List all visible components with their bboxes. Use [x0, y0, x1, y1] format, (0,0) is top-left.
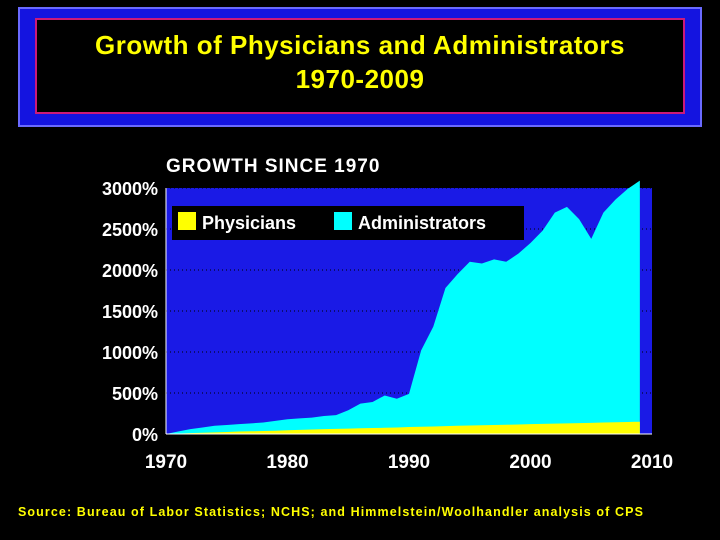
- title-frame: Growth of Physicians and Administrators …: [18, 7, 702, 127]
- series-area-administrators: [166, 180, 640, 434]
- y-tick-label: 0%: [132, 425, 158, 445]
- x-tick-label: 1980: [266, 452, 308, 473]
- y-tick-label: 2000%: [102, 261, 158, 281]
- x-tick-label: 2010: [631, 452, 673, 473]
- y-tick-label: 1500%: [102, 302, 158, 322]
- page-title: Growth of Physicians and Administrators: [95, 30, 625, 60]
- x-tick-label: 1990: [388, 452, 430, 473]
- y-tick-label: 2500%: [102, 220, 158, 240]
- legend-label-administrators: Administrators: [358, 213, 486, 233]
- legend-label-physicians: Physicians: [202, 213, 296, 233]
- chart-title: GROWTH SINCE 1970: [166, 156, 380, 177]
- source-note: Source: Bureau of Labor Statistics; NCHS…: [18, 505, 645, 519]
- x-tick-label: 2000: [509, 452, 551, 473]
- y-tick-label: 1000%: [102, 343, 158, 363]
- legend-swatch-physicians: [178, 212, 196, 230]
- y-tick-label: 3000%: [102, 179, 158, 199]
- legend-swatch-administrators: [334, 212, 352, 230]
- series-area-physicians: [166, 421, 640, 434]
- title-box: Growth of Physicians and Administrators …: [35, 18, 685, 114]
- x-tick-label: 1970: [145, 452, 187, 473]
- y-tick-label: 500%: [112, 384, 158, 404]
- page-subtitle: 1970-2009: [295, 64, 425, 94]
